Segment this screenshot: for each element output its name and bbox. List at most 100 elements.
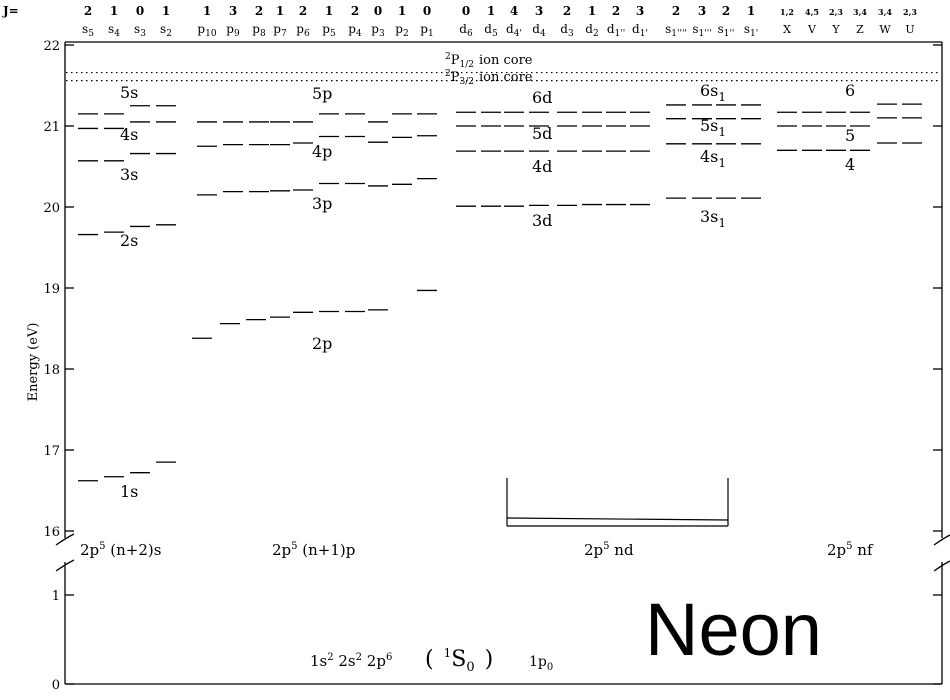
- level-label-6s1: 6s1: [700, 81, 726, 104]
- column-header-label: s3: [134, 22, 146, 39]
- column-header-label: Y: [831, 23, 840, 36]
- axis-break-left-top: [55, 533, 75, 546]
- column-header-label: s5: [82, 22, 94, 39]
- level-label-3d: 3d: [532, 211, 552, 230]
- column-header-j: 1: [325, 4, 333, 18]
- column-header-j: 0: [374, 4, 382, 18]
- column-header-j: 1: [276, 4, 284, 18]
- level-labels: 5s 4s 3s 2s 1s 5p 4p 3p 2p 6d 5d 4d 3d 6…: [120, 81, 855, 501]
- lower-axis-ticks: 01: [52, 589, 942, 693]
- column-headers: 2s51s40s31s21p103p92p81p72p61p52p40p31p2…: [82, 4, 917, 39]
- column-header-label: d2: [585, 22, 598, 39]
- y-tick-label: 22: [43, 39, 60, 54]
- column-header-label: Z: [856, 23, 864, 36]
- column-header-label: V: [807, 23, 817, 36]
- column-header-j: 3: [698, 4, 706, 18]
- column-header-label: p9: [226, 22, 240, 39]
- y-tick-label: 17: [43, 444, 60, 459]
- level-label-4d: 4d: [532, 157, 552, 176]
- j-prefix: J=: [2, 4, 19, 18]
- ion-core-label-p32: 2P3/2 ion core: [445, 69, 533, 87]
- level-label-3s1: 3s1: [700, 207, 726, 230]
- nd-bracket-line1: [506, 517, 729, 521]
- column-header-label: p7: [273, 22, 287, 39]
- level-label-2p: 2p: [312, 334, 332, 353]
- axis-break-right-bottom: [933, 560, 950, 572]
- column-header-label: p5: [322, 22, 336, 39]
- level-label-3p: 3p: [312, 194, 332, 213]
- column-header-j: 2: [84, 4, 92, 18]
- column-header-j: 4,5: [805, 7, 819, 17]
- element-name-neon: Neon: [645, 588, 822, 671]
- ground-state-term: (1S0): [425, 646, 493, 675]
- column-header-label: d3: [560, 22, 574, 39]
- y-tick-label: 18: [43, 363, 60, 378]
- column-header-label: p3: [371, 22, 385, 39]
- level-label-5d: 5d: [532, 124, 552, 143]
- level-label-4p: 4p: [312, 142, 332, 161]
- level-label-4s1: 4s1: [700, 147, 726, 170]
- column-header-j: 4: [510, 4, 518, 18]
- column-header-label: s2: [160, 22, 172, 39]
- level-label-5s1: 5s1: [700, 116, 726, 139]
- column-header-j: 3,4: [853, 7, 867, 17]
- config-label-p: 2p5 (n+1)p: [272, 541, 355, 559]
- column-header-label: d6: [459, 22, 473, 39]
- level-label-f5: 5: [845, 126, 855, 145]
- level-label-1s: 1s: [120, 482, 138, 501]
- column-header-label: s1''': [692, 22, 711, 39]
- column-header-j: 2: [351, 4, 359, 18]
- column-header-j: 1: [747, 4, 755, 18]
- column-header-j: 1: [203, 4, 211, 18]
- ground-state-configuration: 1s2 2s2 2p6: [310, 652, 392, 670]
- column-header-label: p6: [296, 22, 310, 39]
- column-header-label: d4: [532, 22, 546, 39]
- column-header-label: W: [879, 23, 891, 36]
- column-header-j: 2,3: [903, 7, 917, 17]
- column-header-j: 3,4: [878, 7, 892, 17]
- column-header-j: 1: [110, 4, 118, 18]
- config-label-s: 2p5 (n+2)s: [80, 541, 161, 559]
- column-header-j: 0: [462, 4, 470, 18]
- column-header-j: 1: [398, 4, 406, 18]
- column-header-label: d1': [632, 22, 648, 39]
- column-header-label: s1': [744, 22, 758, 39]
- nd-bracket: [506, 478, 729, 527]
- column-header-label: p8: [252, 22, 266, 39]
- level-label-f4: 4: [845, 155, 855, 174]
- upper-axis-ticks: 16 17 18 19 20 21 22: [43, 39, 942, 540]
- y-tick-label: 19: [43, 282, 60, 297]
- config-label-f: 2p5 nf: [827, 541, 874, 559]
- frame: [64, 41, 943, 685]
- column-header-j: 3: [229, 4, 237, 18]
- y-tick-label-lower: 0: [52, 678, 60, 693]
- column-header-j: 1: [162, 4, 170, 18]
- level-label-6d: 6d: [532, 88, 552, 107]
- level-label-3s: 3s: [120, 165, 138, 184]
- column-header-j: 2: [255, 4, 263, 18]
- column-header-label: p4: [348, 22, 362, 39]
- level-label-5s: 5s: [120, 83, 138, 102]
- level-label-2s: 2s: [120, 231, 138, 250]
- ground-state-paschen-label: 1p0: [529, 654, 553, 673]
- y-tick-label-lower: 1: [52, 589, 60, 604]
- column-header-j: 3: [636, 4, 644, 18]
- column-header-j: 3: [535, 4, 543, 18]
- axis-break-marks: [55, 533, 950, 572]
- level-label-5p: 5p: [312, 84, 332, 103]
- column-header-label: s1'''': [665, 22, 687, 39]
- column-header-j: 2: [722, 4, 730, 18]
- column-header-j: 2,3: [829, 7, 843, 17]
- column-header-label: s1'': [718, 22, 735, 39]
- column-header-label: d1'': [607, 22, 625, 39]
- energy-levels: [78, 103, 922, 482]
- column-header-label: d5: [484, 22, 498, 39]
- column-header-j: 1: [487, 4, 495, 18]
- config-label-d: 2p5 nd: [584, 541, 634, 559]
- column-header-j: 0: [423, 4, 431, 18]
- level-label-f6: 6: [845, 81, 855, 100]
- column-header-label: p10: [197, 22, 216, 39]
- column-header-j: 2: [563, 4, 571, 18]
- column-header-j: 2: [299, 4, 307, 18]
